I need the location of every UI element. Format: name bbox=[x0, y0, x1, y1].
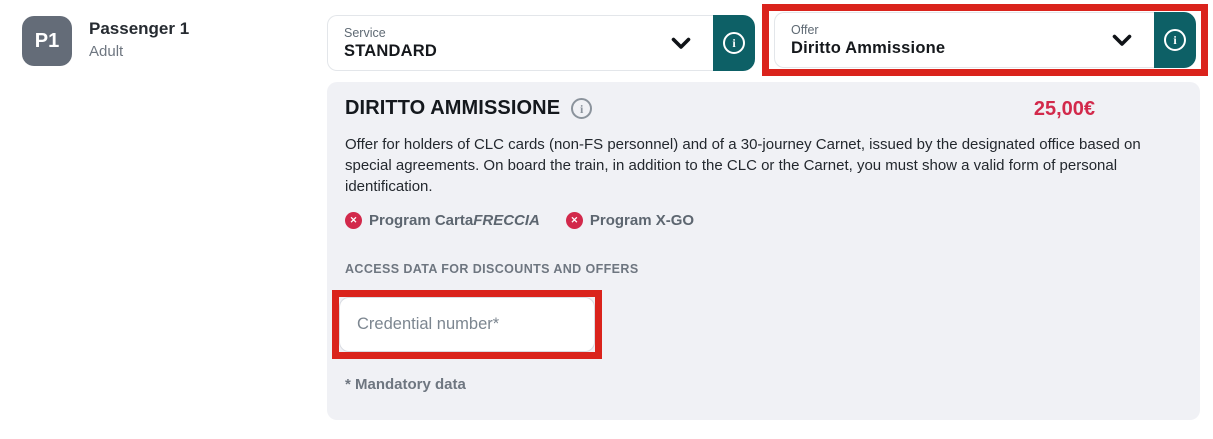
excluded-icon: ✕ bbox=[565, 212, 583, 229]
offer-details-panel: DIRITTO AMMISSIONE i 25,00€ Offer for ho… bbox=[327, 82, 1200, 420]
service-info-button[interactable]: i bbox=[713, 15, 755, 71]
offer-dropdown-texts: Offer Diritto Ammissione bbox=[791, 23, 1112, 58]
passenger-texts: Passenger 1 Adult bbox=[89, 16, 189, 60]
offer-dropdown[interactable]: Offer Diritto Ammissione i bbox=[774, 12, 1196, 68]
credential-number-input[interactable] bbox=[339, 297, 595, 352]
service-dropdown-value: STANDARD bbox=[344, 41, 437, 60]
offer-dropdown-field[interactable]: Offer Diritto Ammissione bbox=[774, 12, 1154, 68]
access-data-heading: ACCESS DATA FOR DISCOUNTS AND OFFERS bbox=[345, 262, 639, 276]
passenger-badge: P1 bbox=[22, 16, 72, 66]
info-icon: i bbox=[1164, 29, 1186, 51]
offer-info-button[interactable]: i bbox=[1154, 12, 1196, 68]
service-dropdown-field[interactable]: Service STANDARD bbox=[327, 15, 713, 71]
excluded-program-xgo: ✕ Program X-GO bbox=[565, 212, 695, 229]
annotation-box-offer: Offer Diritto Ammissione i bbox=[762, 4, 1208, 76]
offer-dropdown-label: Offer bbox=[791, 22, 819, 37]
offer-panel-header: DIRITTO AMMISSIONE i 25,00€ bbox=[345, 97, 1182, 121]
service-dropdown-texts: Service STANDARD bbox=[344, 26, 671, 61]
passenger-info: P1 Passenger 1 Adult bbox=[22, 16, 189, 66]
offer-dropdown-value: Diritto Ammissione bbox=[791, 38, 946, 57]
info-icon[interactable]: i bbox=[571, 98, 593, 119]
info-icon: i bbox=[723, 32, 745, 54]
chevron-down-icon bbox=[1112, 34, 1132, 47]
offer-title-wrap: DIRITTO AMMISSIONE i bbox=[345, 97, 593, 120]
program-label: Program X-GO bbox=[589, 212, 695, 229]
offer-price: 25,00€ bbox=[1033, 98, 1095, 120]
passenger-type: Adult bbox=[89, 43, 124, 60]
program-label: Program CartaFRECCIA bbox=[369, 212, 540, 229]
passenger-name: Passenger 1 bbox=[89, 19, 190, 38]
excluded-program-cartafreccia: ✕ Program CartaFRECCIA bbox=[345, 212, 540, 229]
excluded-programs: ✕ Program CartaFRECCIA ✕ Program X-GO bbox=[345, 212, 1182, 229]
service-dropdown-label: Service bbox=[344, 25, 386, 40]
excluded-icon: ✕ bbox=[345, 212, 362, 229]
service-dropdown[interactable]: Service STANDARD i bbox=[327, 15, 755, 71]
mandatory-note: * Mandatory data bbox=[345, 376, 466, 393]
annotation-box-credential bbox=[332, 290, 602, 359]
offer-title: DIRITTO AMMISSIONE bbox=[345, 97, 561, 119]
chevron-down-icon bbox=[671, 37, 691, 50]
offer-description: Offer for holders of CLC cards (non-FS p… bbox=[345, 136, 1141, 195]
